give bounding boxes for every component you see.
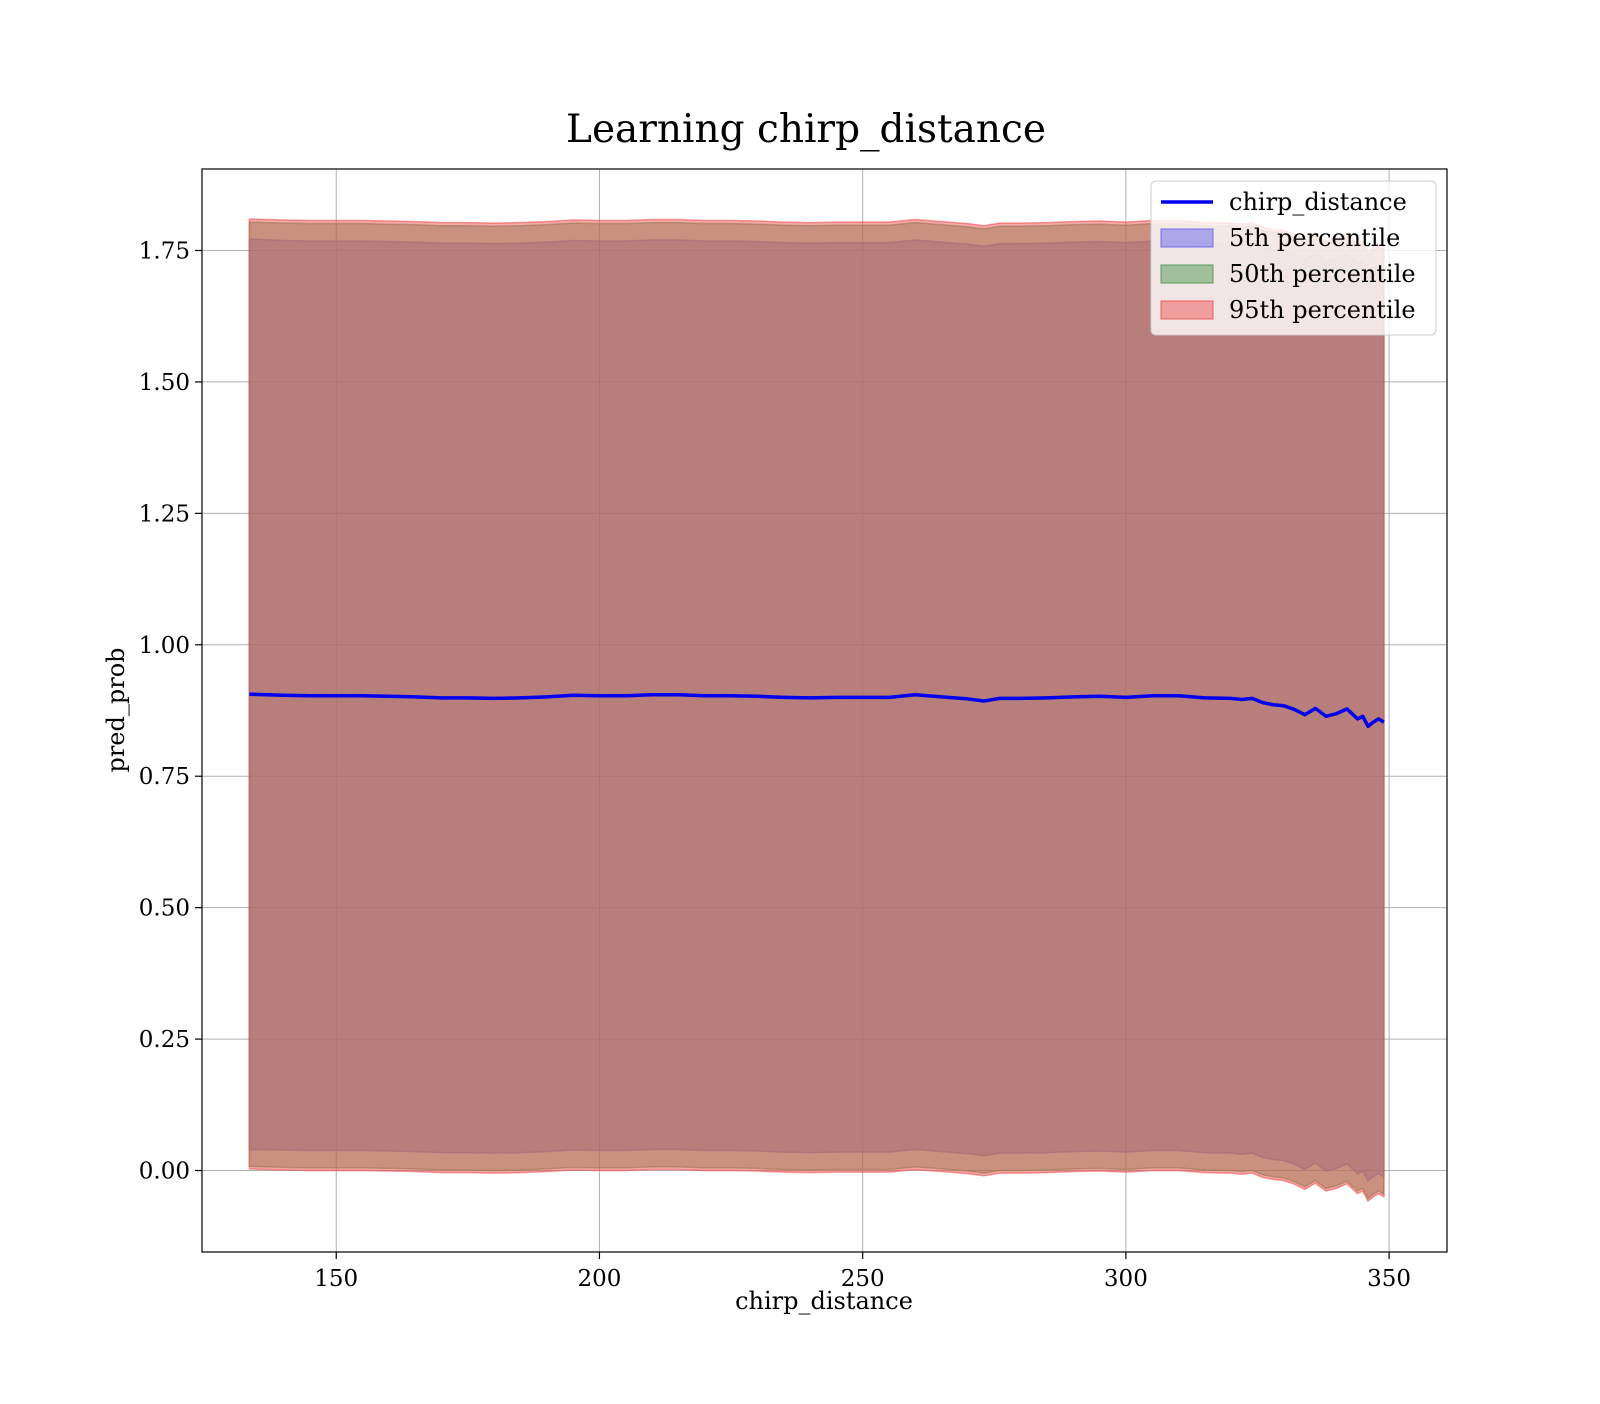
percentile-bands xyxy=(248,218,1385,1203)
legend-label-50th-percentile: 50th percentile xyxy=(1229,260,1416,288)
x-tick-label: 250 xyxy=(841,1266,885,1292)
y-tick-label: 0.25 xyxy=(139,1027,190,1053)
legend-label-95th-percentile: 95th percentile xyxy=(1229,296,1416,324)
legend-label-5th-percentile: 5th percentile xyxy=(1229,224,1400,252)
x-axis-ticks: 150 200 250 300 350 xyxy=(314,1252,1411,1292)
y-tick-label: 1.50 xyxy=(139,370,190,396)
chart-title: Learning chirp_distance xyxy=(566,107,1046,152)
y-tick-label: 1.75 xyxy=(139,238,190,264)
series-line-chirp-distance xyxy=(249,692,1385,729)
x-tick-label: 200 xyxy=(577,1266,621,1292)
legend-label-chirp-distance: chirp_distance xyxy=(1229,188,1407,216)
y-axis-label: pred_prob xyxy=(102,647,130,772)
legend-box xyxy=(1150,180,1437,336)
x-tick-label: 150 xyxy=(314,1266,358,1292)
x-axis-label: chirp_distance xyxy=(735,1287,913,1315)
legend-swatch-95th-percentile xyxy=(1160,300,1214,320)
y-tick-label: 0.75 xyxy=(139,764,190,790)
y-tick-label: 0.50 xyxy=(139,896,190,922)
x-tick-label: 350 xyxy=(1367,1266,1411,1292)
x-tick-label: 300 xyxy=(1104,1266,1148,1292)
y-tick-label: 0.00 xyxy=(139,1159,190,1185)
y-tick-label: 1.00 xyxy=(139,633,190,659)
plot-frame xyxy=(201,168,1448,1253)
legend-swatch-50th-percentile xyxy=(1160,264,1214,284)
band-95th-percentile xyxy=(248,218,1385,1203)
y-axis-ticks: 0.00 0.25 0.50 0.75 1.00 1.25 1.50 1.75 xyxy=(139,238,202,1185)
legend: chirp_distance 5th percentile 50th percent… xyxy=(1150,180,1437,336)
series-lines xyxy=(249,692,1385,729)
legend-swatch-5th-percentile xyxy=(1160,228,1214,248)
y-tick-label: 1.25 xyxy=(139,501,190,527)
